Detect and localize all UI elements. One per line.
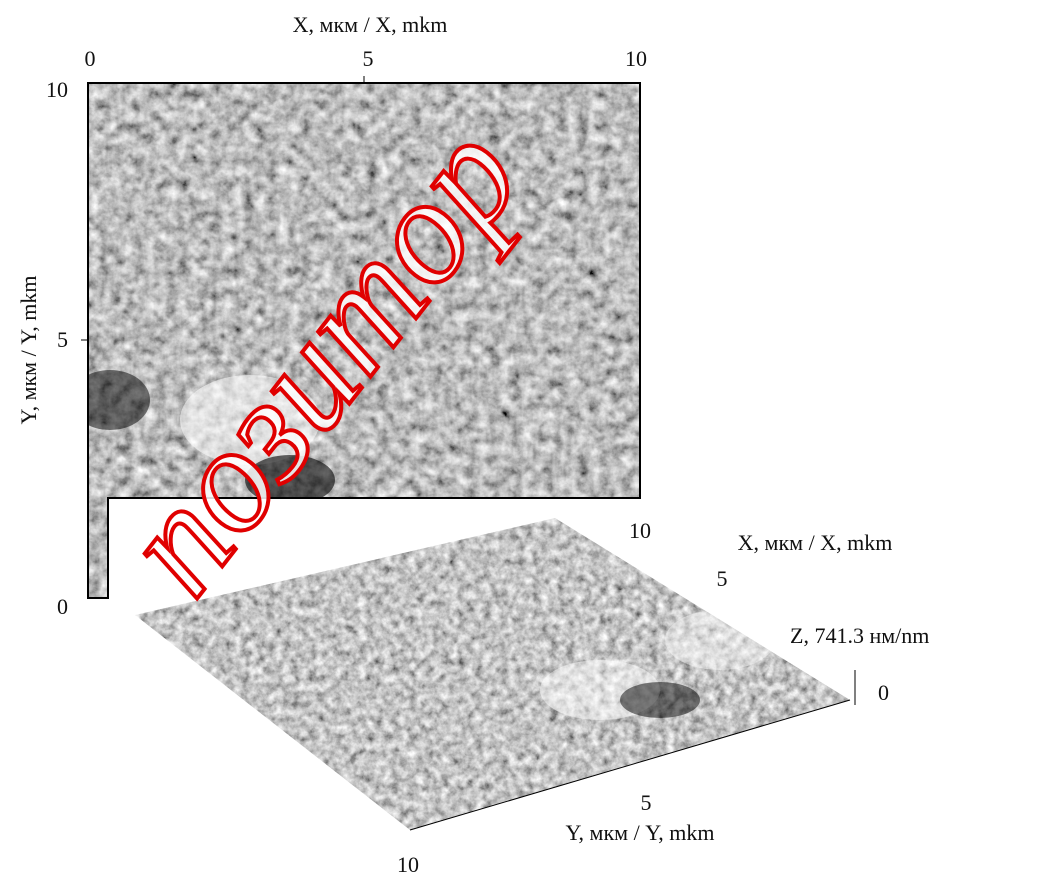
x-tick-label: 10: [625, 46, 647, 71]
y-tick-label: 0: [57, 594, 68, 619]
z-axis-label: Z, 741.3 нм/nm: [790, 623, 929, 648]
y-tick-label: 10: [397, 852, 419, 877]
y-axis-label: Y, мкм / Y, mkm: [566, 820, 715, 845]
x-tick-label: 5: [363, 46, 374, 71]
y-axis-label: Y, мкм / Y, mkm: [16, 276, 41, 425]
y-tick-label: 10: [46, 77, 68, 102]
x-axis-label: X, мкм / X, mkm: [293, 12, 448, 37]
x-tick-label: 0: [85, 46, 96, 71]
y-tick-label: 5: [641, 790, 652, 815]
x-axis-label: X, мкм / X, mkm: [738, 530, 893, 555]
z-tick-label: 0: [878, 680, 889, 705]
x-tick-label: 10: [629, 518, 651, 543]
x-tick-label: 5: [717, 566, 728, 591]
figure: X, мкм / X, mkm 0 5 10 10 5 0 Y, мкм / Y…: [0, 0, 1043, 882]
y-tick-label: 5: [57, 327, 68, 352]
